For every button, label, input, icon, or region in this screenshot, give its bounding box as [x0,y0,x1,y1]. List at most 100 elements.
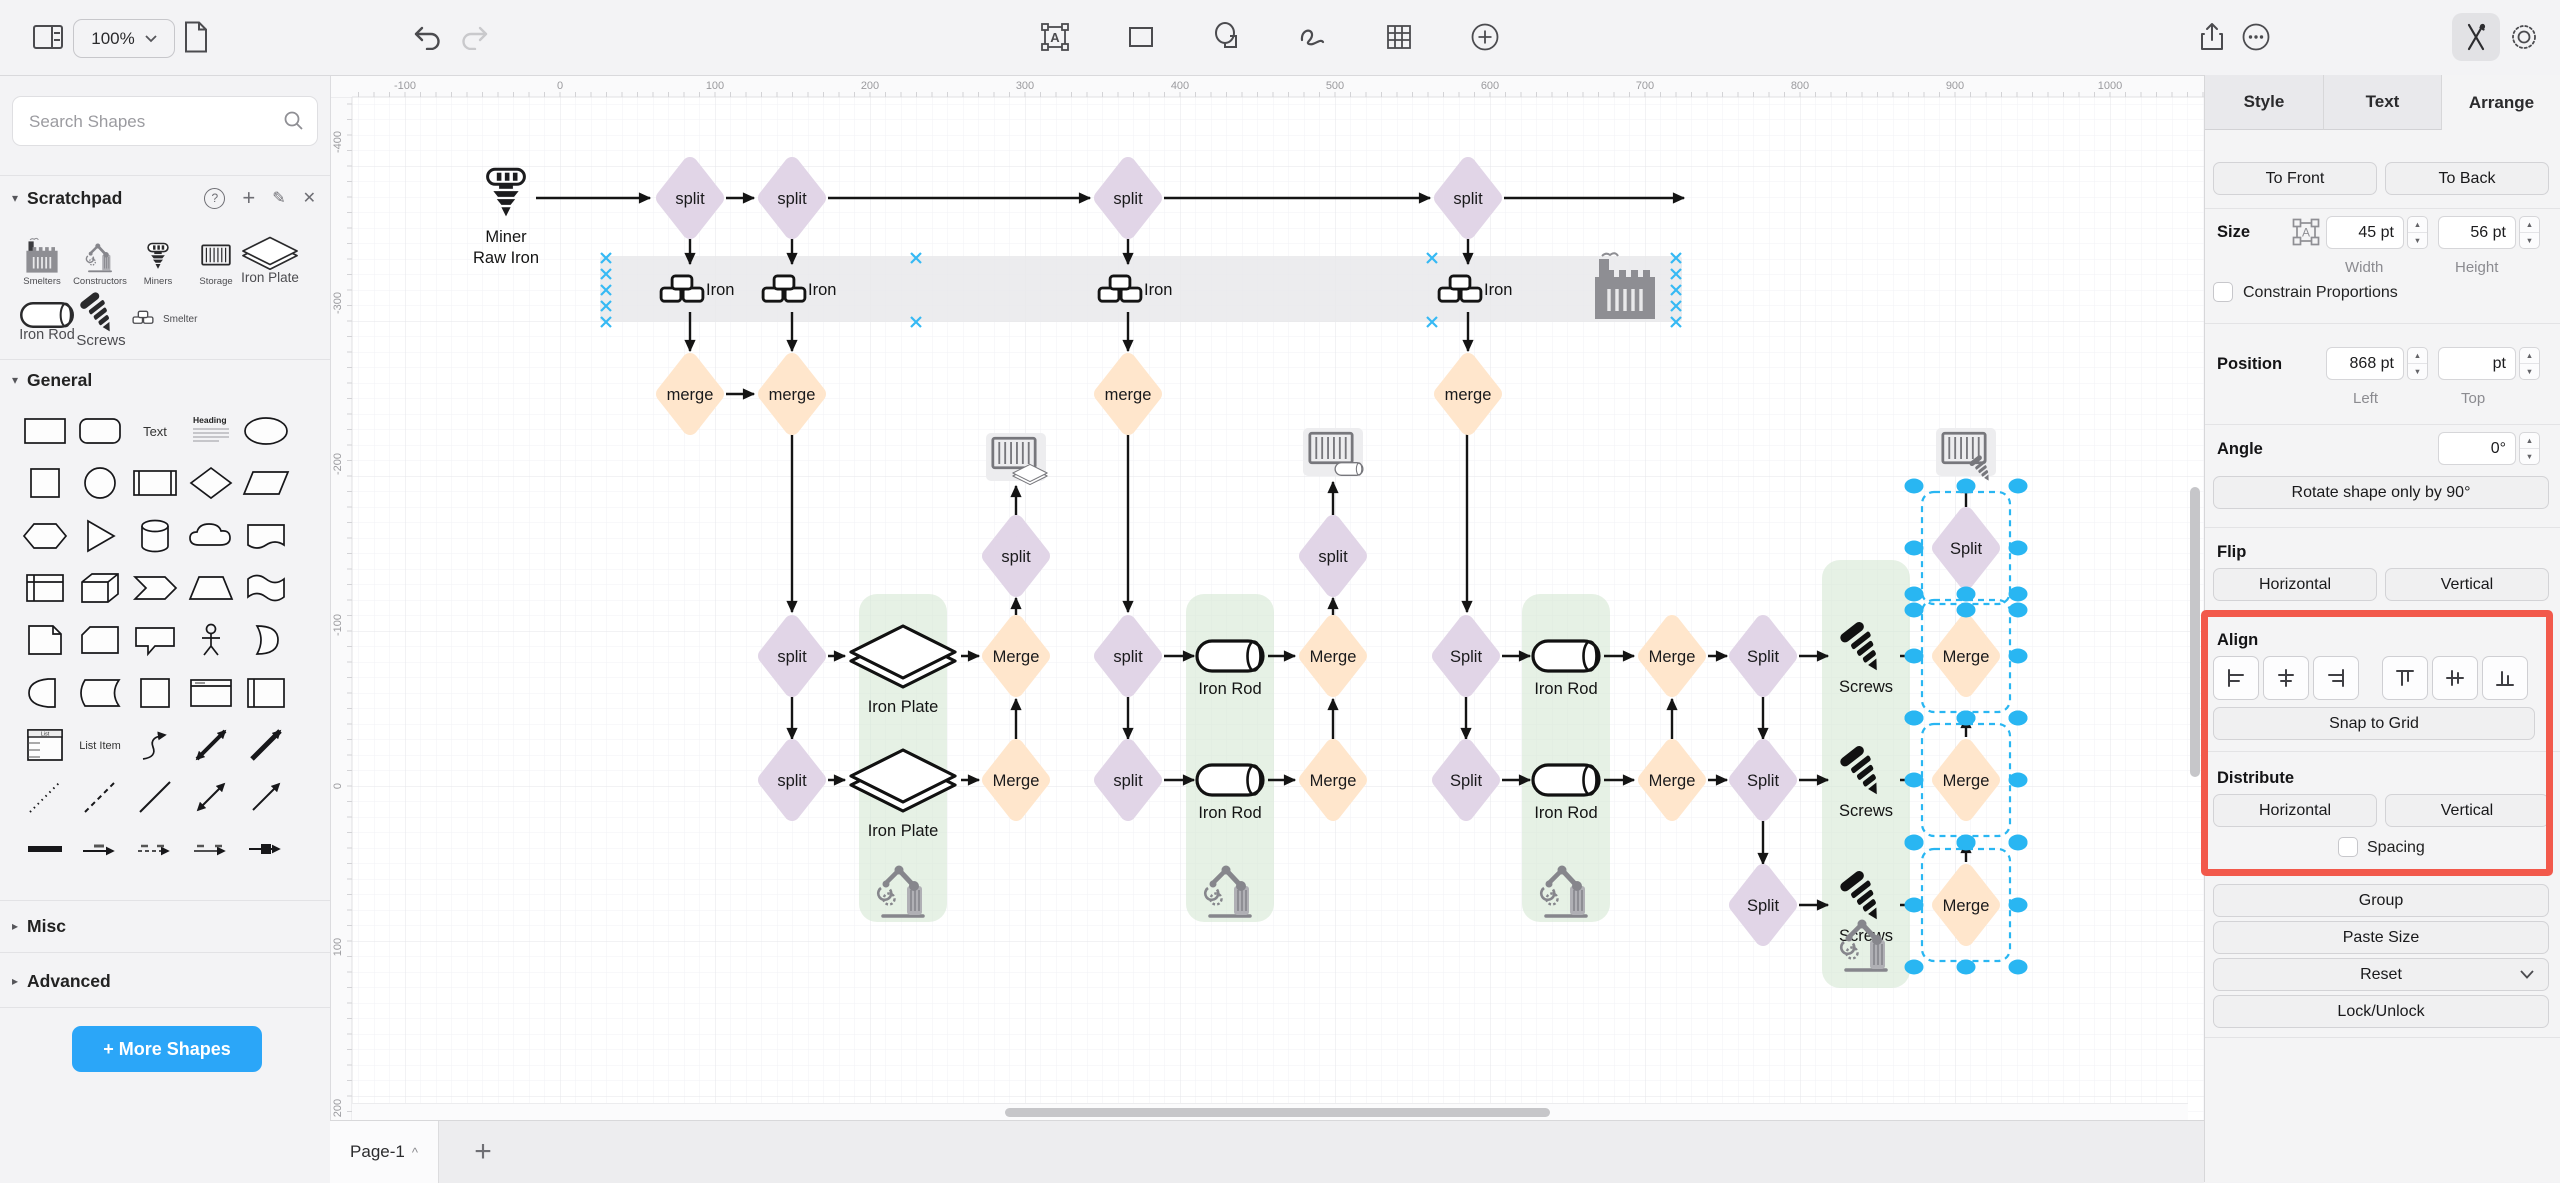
shape-or[interactable] [255,625,279,655]
diagram-node-split[interactable]: Split [1432,615,1500,697]
diagram-node-merge[interactable]: merge [758,353,826,435]
diagram-node-split[interactable]: split [758,739,826,821]
vertical-scrollbar-thumb[interactable] [2190,487,2200,777]
group-button[interactable]: Group [2213,884,2549,917]
shape-conn[interactable] [252,782,281,811]
angle-stepper[interactable]: ▲ ▼ [2519,432,2540,465]
shape-tape[interactable] [247,574,285,602]
diagram-node-merge[interactable]: merge [1434,353,1502,435]
diagram-node-split[interactable]: split [656,157,724,239]
share-icon[interactable] [2188,13,2236,61]
spacing-checkbox[interactable] [2338,837,2358,857]
screws-node[interactable]: Screws [1837,744,1893,820]
diagram-node-split[interactable]: Split [1932,507,2000,589]
shape-vcontainer[interactable] [247,678,285,708]
misc-section-header[interactable]: ▸ Misc [0,909,330,943]
diagram-node-split[interactable]: split [1094,157,1162,239]
scratchpad-header[interactable]: ▾ Scratchpad ? + ✎ ✕ [0,181,330,215]
sketch-style-icon[interactable] [2452,13,2500,61]
diagram-node-merge[interactable]: merge [656,353,724,435]
page-tab[interactable]: Page-1 ^ [330,1121,439,1183]
align-bottom-button[interactable] [2482,656,2528,700]
diagram-node-merge[interactable]: Merge [1299,615,1367,697]
position-top-input[interactable] [2438,347,2516,380]
shape-bidir-arrow[interactable] [195,729,227,761]
shape-dashed-line[interactable] [84,781,116,813]
iron-item[interactable]: Iron [1097,274,1172,303]
tab-text[interactable]: Text [2323,75,2442,130]
align-center-button[interactable] [2263,656,2309,700]
height-stepper[interactable]: ▲ ▼ [2519,216,2540,249]
snap-to-grid-button[interactable]: Snap to Grid [2213,707,2535,740]
align-middle-button[interactable] [2432,656,2478,700]
diagram-node-merge[interactable]: Merge [1299,739,1367,821]
table-tool-icon[interactable] [1375,13,1423,61]
shape-data-storage[interactable] [80,679,121,707]
shape-internal-storage[interactable] [26,574,64,602]
diagram-node-split[interactable]: Split [1729,615,1797,697]
iron-plate-node[interactable]: Iron Plate [849,748,957,840]
insert-plus-icon[interactable] [1461,13,1509,61]
horizontal-scrollbar-thumb[interactable] [1005,1108,1550,1117]
iron-item[interactable]: Iron [761,274,836,303]
diagram-node-merge[interactable]: Merge [1932,615,2000,697]
position-top-stepper[interactable]: ▲ ▼ [2519,347,2540,380]
theme-brightness-icon[interactable] [2500,13,2548,61]
rectangle-tool-icon[interactable] [1117,13,1165,61]
shape-labeled-arrow[interactable] [194,844,226,856]
scratchpad-add-icon[interactable]: + [242,185,256,210]
distribute-horizontal-button[interactable]: Horizontal [2213,794,2377,827]
shape-rrect[interactable] [79,418,121,444]
diagram-node-split[interactable]: split [758,157,826,239]
shape-label-arrow[interactable] [83,844,115,856]
diagram-node-split[interactable]: split [1434,157,1502,239]
shape-hexagon[interactable] [22,523,68,549]
diagram-node-split[interactable]: split [758,615,826,697]
search-input[interactable] [27,97,281,147]
scratchpad-help-icon[interactable]: ? [204,187,226,209]
shape-square2[interactable] [140,678,170,708]
shape-container[interactable] [190,679,232,707]
autosize-icon[interactable]: A [2291,217,2321,247]
shape-circle[interactable] [84,467,116,499]
shape-triangle[interactable] [87,519,116,553]
shape-curve[interactable] [142,731,167,760]
align-top-button[interactable] [2382,656,2428,700]
diagram-node-merge[interactable]: Merge [982,739,1050,821]
to-front-button[interactable]: To Front [2213,162,2377,195]
scratchpad-close-icon[interactable]: ✕ [302,190,316,207]
shape-process[interactable] [133,470,177,496]
shape-card[interactable] [81,626,119,654]
production-lane-band[interactable] [1186,594,1274,922]
iron-plate-node[interactable]: Iron Plate [849,624,957,716]
diagram-node-merge[interactable]: merge [1094,353,1162,435]
iron-item[interactable]: Iron [659,274,734,303]
shape-cylinder[interactable] [141,519,169,553]
production-lane-band[interactable] [1522,594,1610,922]
shape-arrow[interactable] [250,729,282,761]
diagram-node-merge[interactable]: Merge [1932,864,2000,946]
iron-item[interactable]: Iron [1437,274,1512,303]
diagram-node-split[interactable]: split [982,515,1050,597]
shape-cube[interactable] [81,573,119,603]
shape-actor[interactable] [202,623,220,656]
diagram-node-split[interactable]: Split [1729,864,1797,946]
constrain-proportions-checkbox[interactable] [2213,282,2233,302]
shape-trapezoid[interactable] [188,576,234,600]
distribute-vertical-button[interactable]: Vertical [2385,794,2549,827]
shape-and[interactable] [28,678,56,708]
diagram-node-merge[interactable]: Merge [1932,739,2000,821]
position-left-input[interactable] [2326,347,2404,380]
drawing-canvas[interactable]: -100 0 100 200 300 400 500 600 700 800 900 1000 -400… [330,75,2204,1121]
toggle-panel-icon[interactable] [24,13,72,61]
general-shapes-grid[interactable]: Text Heading List List Item [0,405,330,883]
angle-input[interactable] [2438,432,2516,465]
lock-unlock-button[interactable]: Lock/Unlock [2213,995,2549,1028]
storage-node[interactable] [1936,428,1996,484]
redo-icon[interactable] [450,13,498,61]
shape-square[interactable] [30,468,60,498]
zoom-select[interactable]: 100% [73,19,175,58]
iron-rod-node[interactable]: Iron Rod [1195,639,1265,698]
diagram-node-merge[interactable]: Merge [1638,739,1706,821]
shape-ellipse[interactable] [244,417,288,445]
